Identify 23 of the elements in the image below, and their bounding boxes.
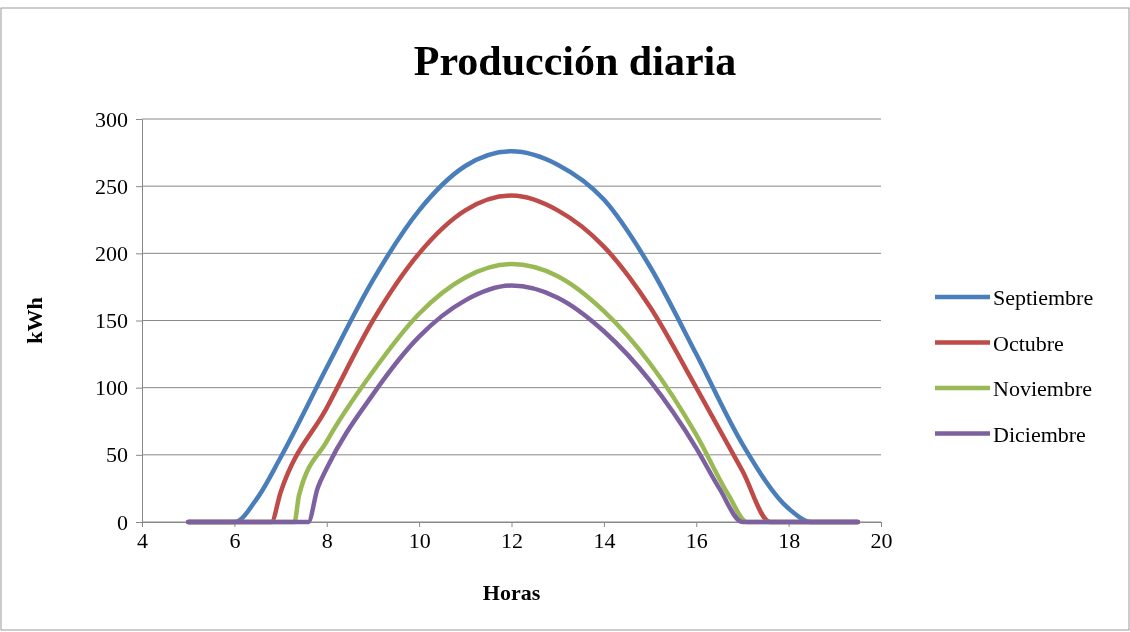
x-tick-label: 16	[685, 527, 708, 553]
y-axis-title: kWh	[22, 297, 47, 344]
x-tick-label: 12	[501, 527, 523, 553]
x-tick-label: 18	[778, 527, 801, 553]
x-tick-label: 14	[593, 527, 616, 553]
y-tick-label: 300	[95, 106, 128, 132]
legend-label: Diciembre	[993, 421, 1086, 447]
chart-title: Producción diaria	[413, 38, 737, 84]
x-tick-label: 10	[408, 527, 431, 553]
y-tick-label: 0	[117, 509, 128, 535]
x-tick-label: 4	[137, 527, 148, 553]
legend-label: Noviembre	[993, 376, 1092, 401]
y-tick-label: 150	[95, 308, 128, 334]
x-tick-label: 20	[870, 527, 893, 553]
y-tick-label: 250	[95, 173, 128, 199]
legend-label: Septiembre	[993, 285, 1094, 310]
x-tick-label: 6	[229, 527, 241, 553]
x-tick-label: 8	[321, 527, 333, 553]
legend-label: Octubre	[993, 330, 1064, 356]
y-tick-label: 100	[95, 375, 128, 401]
x-axis-title: Horas	[482, 580, 541, 605]
y-tick-label: 50	[106, 442, 128, 468]
y-tick-label: 200	[95, 240, 128, 266]
